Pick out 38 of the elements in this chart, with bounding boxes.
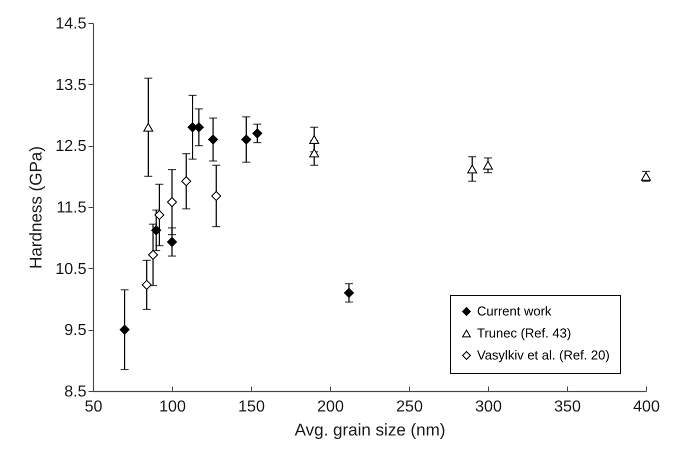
x-tick-label: 150 bbox=[238, 398, 265, 416]
x-tick-label: 400 bbox=[633, 398, 660, 416]
x-tick-label: 200 bbox=[317, 398, 344, 416]
point bbox=[154, 210, 164, 220]
point bbox=[143, 122, 154, 132]
point bbox=[151, 225, 162, 236]
y-tick-label: 13.5 bbox=[55, 76, 87, 94]
point bbox=[142, 280, 152, 290]
legend-label: Trunec (Ref. 43) bbox=[477, 326, 572, 340]
y-tick-label: 14.5 bbox=[55, 16, 87, 32]
point bbox=[483, 160, 493, 170]
point bbox=[120, 324, 130, 335]
point bbox=[241, 134, 252, 145]
y-tick-label: 9.5 bbox=[64, 322, 87, 340]
point bbox=[309, 135, 320, 144]
point bbox=[167, 197, 177, 208]
point bbox=[208, 134, 218, 145]
point bbox=[309, 148, 320, 158]
point bbox=[167, 236, 177, 247]
legend-label: Current work bbox=[477, 304, 552, 318]
point bbox=[252, 128, 262, 138]
x-tick-label: 50 bbox=[84, 398, 102, 416]
x-tick-label: 100 bbox=[159, 398, 186, 416]
x-tick-label: 350 bbox=[554, 398, 581, 416]
x-axis-title: Avg. grain size (nm) bbox=[294, 420, 446, 440]
point bbox=[211, 190, 222, 201]
point bbox=[181, 176, 192, 186]
y-tick-label: 8.5 bbox=[64, 384, 87, 400]
point bbox=[467, 164, 478, 174]
x-tick-label: 250 bbox=[396, 398, 423, 416]
y-axis-title: Hardness (GPa) bbox=[26, 146, 46, 269]
legend-label: Vasylkiv et al. (Ref. 20) bbox=[477, 348, 610, 362]
point bbox=[148, 250, 158, 260]
y-tick-label: 12.5 bbox=[55, 138, 87, 156]
point bbox=[344, 288, 354, 298]
x-tick-label: 300 bbox=[475, 398, 502, 416]
y-tick-label: 11.5 bbox=[56, 200, 87, 216]
y-tick-label: 10.5 bbox=[55, 260, 87, 278]
